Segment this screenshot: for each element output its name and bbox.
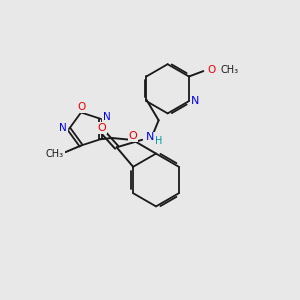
Text: O: O <box>97 123 106 133</box>
Text: O: O <box>77 102 86 112</box>
Text: CH₃: CH₃ <box>46 148 64 159</box>
Text: O: O <box>128 131 137 141</box>
Text: O: O <box>207 64 215 75</box>
Text: H: H <box>155 136 162 146</box>
Text: N: N <box>103 112 110 122</box>
Text: N: N <box>59 122 67 133</box>
Text: N: N <box>191 96 199 106</box>
Text: N: N <box>146 132 154 142</box>
Text: CH₃: CH₃ <box>221 64 239 75</box>
